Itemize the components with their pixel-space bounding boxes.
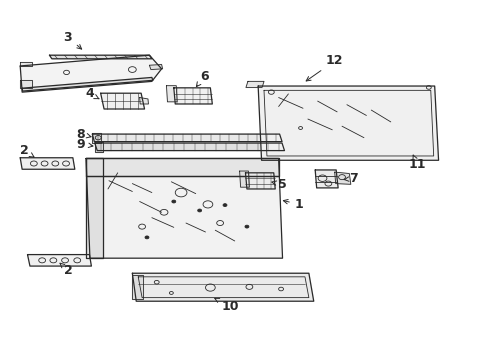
Text: 10: 10 xyxy=(214,298,238,313)
Text: 2: 2 xyxy=(60,263,72,277)
Polygon shape xyxy=(20,158,75,169)
Polygon shape xyxy=(101,93,144,109)
Polygon shape xyxy=(132,273,313,301)
Polygon shape xyxy=(20,80,32,88)
Polygon shape xyxy=(245,173,275,189)
Polygon shape xyxy=(92,133,101,143)
Polygon shape xyxy=(258,86,438,160)
Polygon shape xyxy=(95,143,284,150)
Text: 5: 5 xyxy=(271,178,286,191)
Text: 9: 9 xyxy=(77,138,93,150)
Polygon shape xyxy=(86,158,103,258)
Text: 3: 3 xyxy=(63,31,81,49)
Polygon shape xyxy=(315,170,337,188)
Polygon shape xyxy=(334,172,350,184)
Polygon shape xyxy=(22,77,153,91)
Circle shape xyxy=(145,236,149,239)
Polygon shape xyxy=(166,86,177,102)
Text: 12: 12 xyxy=(305,54,343,81)
Polygon shape xyxy=(86,158,278,176)
Circle shape xyxy=(197,209,201,212)
Text: 6: 6 xyxy=(196,69,208,87)
Polygon shape xyxy=(92,134,282,141)
Polygon shape xyxy=(140,98,148,104)
Polygon shape xyxy=(86,158,282,258)
Polygon shape xyxy=(20,55,161,92)
Polygon shape xyxy=(132,275,143,300)
Text: 7: 7 xyxy=(343,172,357,185)
Text: 4: 4 xyxy=(85,87,99,100)
Circle shape xyxy=(223,204,226,207)
Polygon shape xyxy=(49,55,152,59)
Polygon shape xyxy=(95,141,103,152)
Text: 1: 1 xyxy=(283,198,303,211)
Polygon shape xyxy=(149,64,162,69)
Polygon shape xyxy=(27,255,91,266)
Circle shape xyxy=(244,225,248,228)
Polygon shape xyxy=(239,171,249,187)
Text: 11: 11 xyxy=(408,155,426,171)
Polygon shape xyxy=(173,88,212,104)
Text: 8: 8 xyxy=(76,127,91,141)
Text: 2: 2 xyxy=(20,144,34,157)
Polygon shape xyxy=(245,81,264,87)
Circle shape xyxy=(171,200,175,203)
Polygon shape xyxy=(20,62,32,66)
